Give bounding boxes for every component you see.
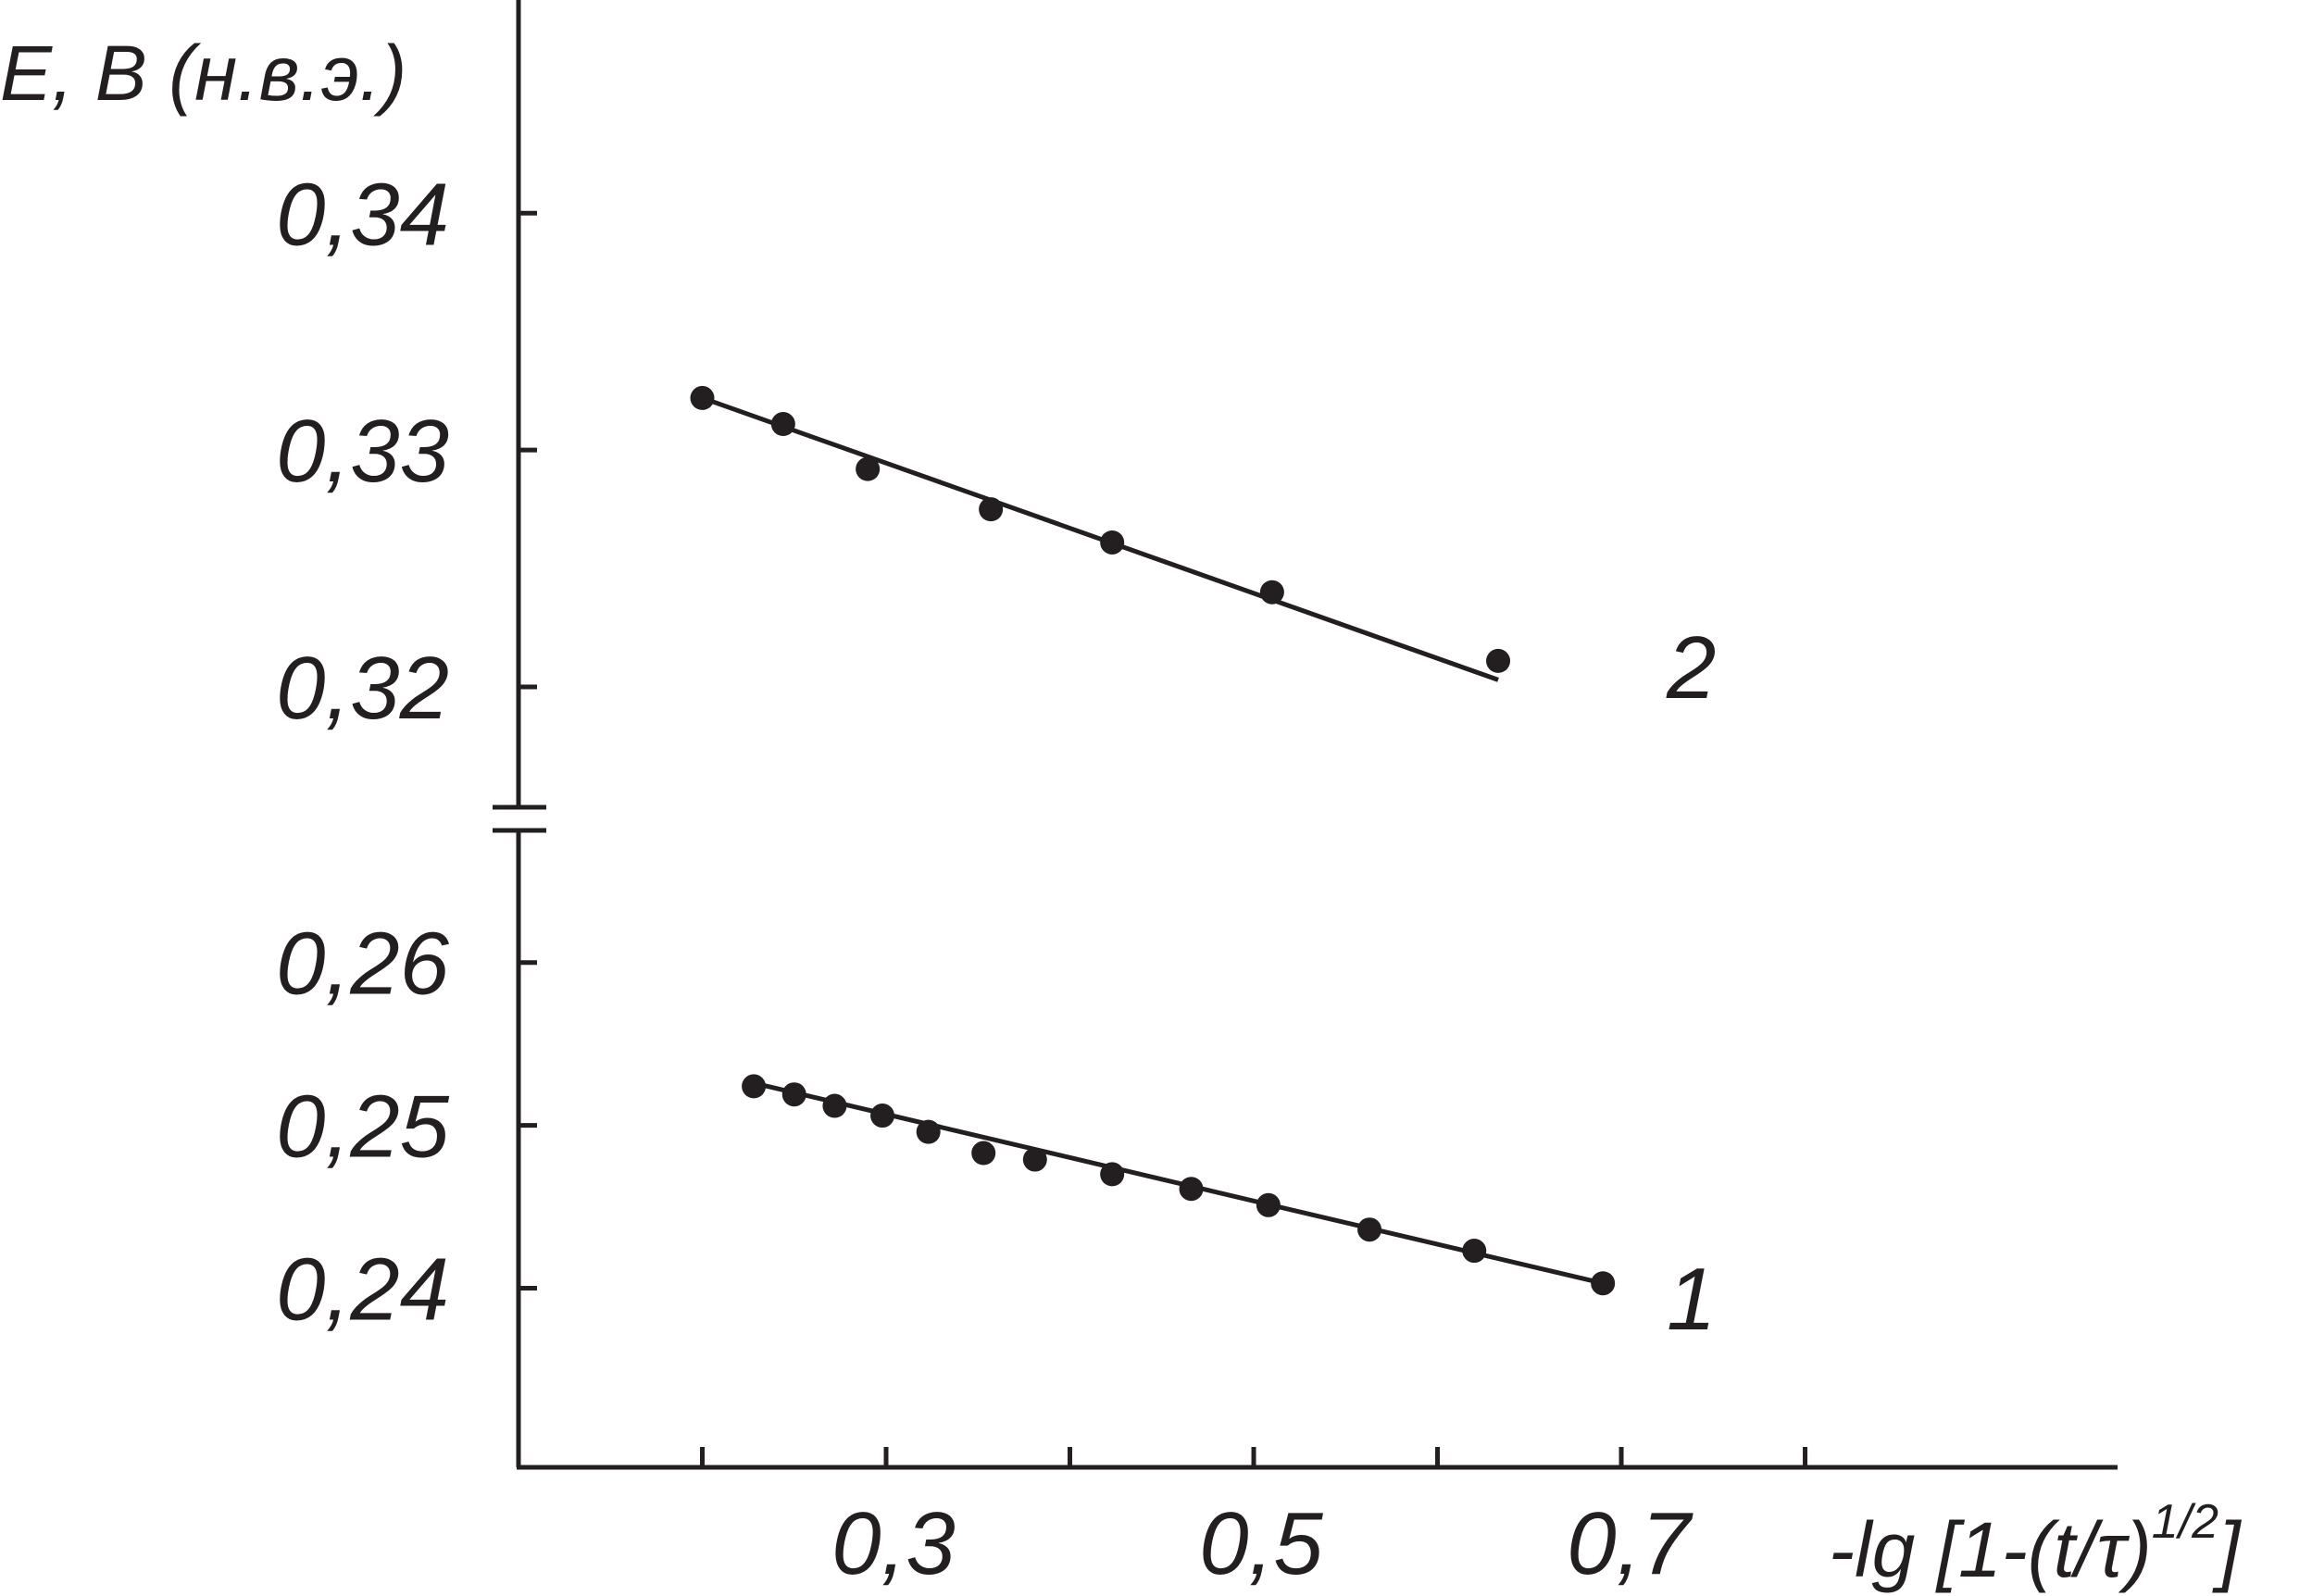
data-point-series-1 <box>1179 1177 1204 1202</box>
data-point-series-1 <box>971 1141 996 1166</box>
y-tick-label: 0,25 <box>276 1078 449 1177</box>
data-point-series-1 <box>1591 1271 1616 1296</box>
x-tick-label: 0,5 <box>1199 1494 1323 1593</box>
data-point-series-1 <box>1022 1147 1047 1172</box>
y-axis-title: E, B (н.в.э.) <box>0 30 406 117</box>
data-point-series-2 <box>979 497 1004 522</box>
y-tick-label: 0,26 <box>276 915 449 1014</box>
x-tick-label: 0,3 <box>831 1494 955 1593</box>
fit-line-series-1 <box>753 1080 1604 1286</box>
data-point-series-1 <box>822 1093 847 1118</box>
x-tick-label: 0,7 <box>1567 1494 1693 1593</box>
series-label: 2 <box>1666 618 1716 717</box>
data-point-series-1 <box>916 1119 941 1144</box>
series-labels: 21 <box>1666 618 1716 1349</box>
fit-line-series-2 <box>701 395 1499 682</box>
data-point-series-1 <box>1462 1239 1487 1264</box>
axes <box>493 0 2118 1470</box>
data-point-series-2 <box>856 456 881 481</box>
data-point-series-1 <box>1256 1192 1281 1217</box>
x-axis-title: -lg [1-(t/τ)1/2] <box>1829 1495 2242 1593</box>
series-label: 1 <box>1667 1250 1716 1349</box>
y-tick-label: 0,24 <box>276 1241 449 1340</box>
data-point-series-2 <box>1100 530 1125 555</box>
data-point-series-2 <box>1259 580 1284 605</box>
data-points <box>690 385 1616 1296</box>
data-point-series-2 <box>770 412 795 437</box>
fit-lines <box>701 395 1604 1286</box>
y-tick-label: 0,32 <box>276 639 449 738</box>
data-point-series-2 <box>690 385 715 410</box>
x-ticks: 0,3 0,5 0,7 <box>700 1447 1808 1593</box>
data-point-series-1 <box>742 1074 767 1099</box>
data-point-series-2 <box>1486 648 1511 673</box>
data-point-series-1 <box>1357 1217 1382 1242</box>
y-tick-label: 0,33 <box>276 402 449 501</box>
y-tick-label: 0,34 <box>276 165 449 264</box>
y-ticks: 0,34 0,33 0,32 0,26 0,25 0,24 <box>276 165 537 1340</box>
data-point-series-1 <box>870 1103 895 1128</box>
data-point-series-1 <box>1100 1162 1125 1187</box>
data-point-series-1 <box>781 1082 806 1107</box>
